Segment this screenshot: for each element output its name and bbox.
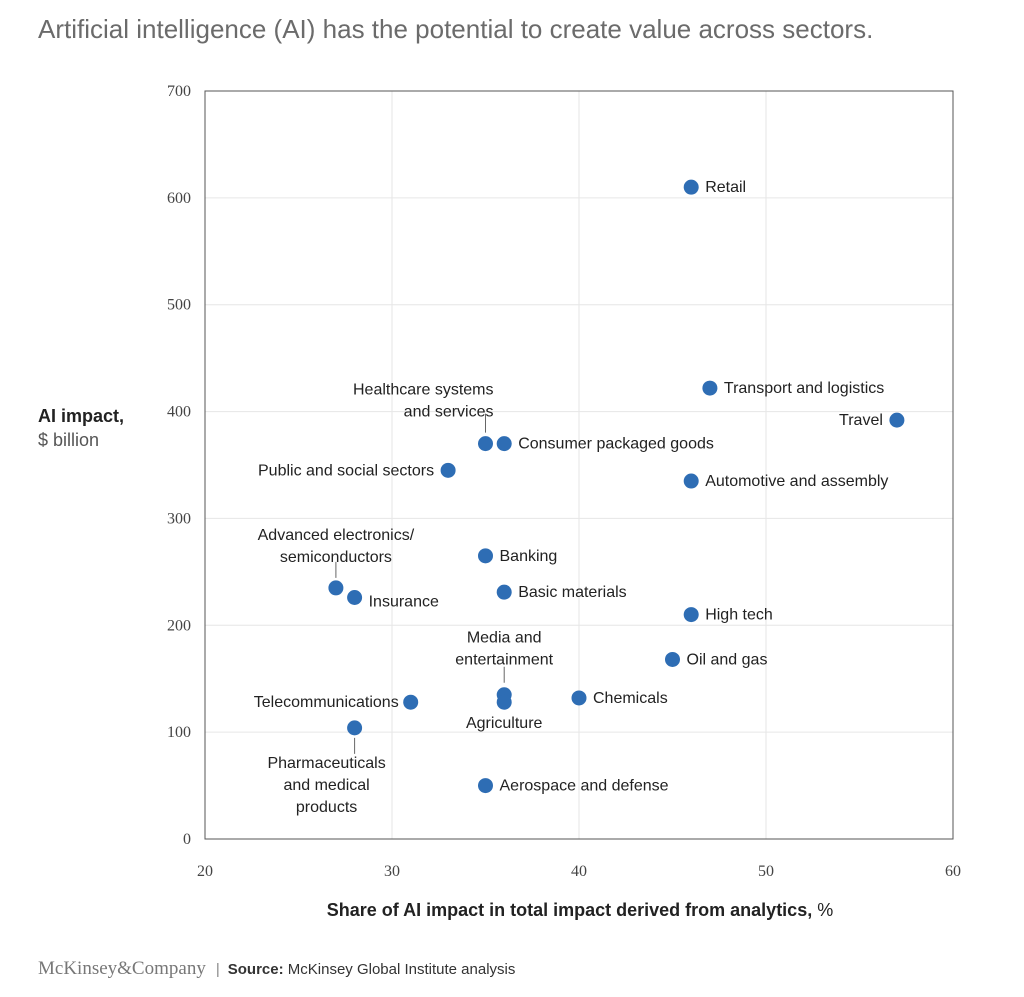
data-point bbox=[328, 580, 344, 596]
point-label: Aerospace and defense bbox=[500, 778, 669, 795]
footer: McKinsey&Company | Source: McKinsey Global… bbox=[38, 958, 515, 980]
source-label: Source: bbox=[227, 961, 284, 978]
source-text: McKinsey Global Institute analysis bbox=[287, 961, 516, 978]
y-axis-unit: $ billion bbox=[38, 430, 100, 450]
y-tick-label: 600 bbox=[167, 190, 191, 207]
point-label: Agriculture bbox=[466, 715, 543, 732]
x-tick-label: 20 bbox=[197, 863, 213, 880]
data-point bbox=[683, 179, 699, 195]
footer-separator: | bbox=[215, 961, 220, 978]
x-axis-label: Share of AI impact in total impact deriv… bbox=[0, 900, 1024, 921]
data-point bbox=[496, 694, 512, 710]
data-point bbox=[665, 651, 680, 667]
point-label: Public and social sectors bbox=[258, 462, 434, 479]
point-label: Banking bbox=[500, 548, 558, 565]
point-label: Basic materials bbox=[518, 584, 626, 601]
point-label: Pharmaceuticals and medical products bbox=[267, 755, 385, 816]
x-axis-unit: % bbox=[817, 900, 834, 920]
point-label: Automotive and assembly bbox=[705, 473, 888, 490]
y-tick-label: 500 bbox=[167, 297, 191, 314]
data-point bbox=[496, 584, 512, 600]
y-axis-label: AI impact, $ billion bbox=[38, 404, 124, 452]
x-tick-label: 60 bbox=[945, 863, 961, 880]
brand-logo: McKinsey&Company bbox=[38, 958, 206, 979]
point-label: Telecommunications bbox=[254, 694, 399, 711]
y-tick-label: 100 bbox=[167, 724, 191, 741]
data-point bbox=[478, 778, 493, 794]
point-label: Oil and gas bbox=[687, 651, 768, 668]
point-label: Consumer packaged goods bbox=[518, 436, 714, 453]
data-points bbox=[328, 179, 905, 794]
x-tick-label: 40 bbox=[571, 863, 587, 880]
y-tick-label: 300 bbox=[167, 510, 191, 527]
x-axis-title: Share of AI impact in total impact deriv… bbox=[326, 900, 813, 920]
data-point bbox=[347, 590, 363, 606]
point-label: Media and entertainment bbox=[455, 630, 553, 669]
grid-lines bbox=[205, 91, 953, 839]
data-point bbox=[683, 473, 699, 489]
leader-lines bbox=[335, 413, 505, 754]
data-point bbox=[571, 690, 587, 706]
point-labels: Retail Transport and logistics Travel Healt… bbox=[254, 179, 889, 816]
data-point bbox=[683, 607, 699, 623]
y-axis-title: AI impact, bbox=[38, 406, 125, 426]
data-point bbox=[478, 436, 493, 452]
point-label: Advanced electronics/semiconductors bbox=[258, 527, 415, 566]
point-label: Transport and logistics bbox=[724, 380, 884, 397]
point-label: High tech bbox=[705, 607, 773, 624]
plot-frame bbox=[204, 90, 954, 840]
point-label: Insurance bbox=[369, 594, 439, 611]
x-tick-label: 50 bbox=[758, 863, 774, 880]
data-point bbox=[889, 412, 905, 428]
y-tick-label: 400 bbox=[167, 404, 191, 421]
point-label: Healthcare systems and services bbox=[353, 382, 494, 421]
y-tick-label: 200 bbox=[167, 617, 191, 634]
data-point bbox=[702, 380, 718, 396]
y-tick-label: 700 bbox=[167, 83, 191, 100]
y-tick-label: 0 bbox=[183, 831, 191, 848]
data-point bbox=[347, 720, 363, 736]
point-label: Retail bbox=[705, 179, 746, 196]
point-label: Travel bbox=[839, 412, 883, 429]
data-point bbox=[496, 436, 512, 452]
data-point bbox=[403, 694, 419, 710]
point-label: Chemicals bbox=[593, 690, 668, 707]
data-point bbox=[440, 462, 456, 478]
x-tick-label: 30 bbox=[384, 863, 400, 880]
chart-title: Artificial intelligence (AI) has the pot… bbox=[38, 14, 874, 44]
data-point bbox=[478, 548, 493, 564]
x-axis-ticks: 20 30 40 50 60 bbox=[197, 863, 961, 880]
y-axis-ticks: 0 100 200 300 400 500 600 700 bbox=[167, 83, 191, 848]
